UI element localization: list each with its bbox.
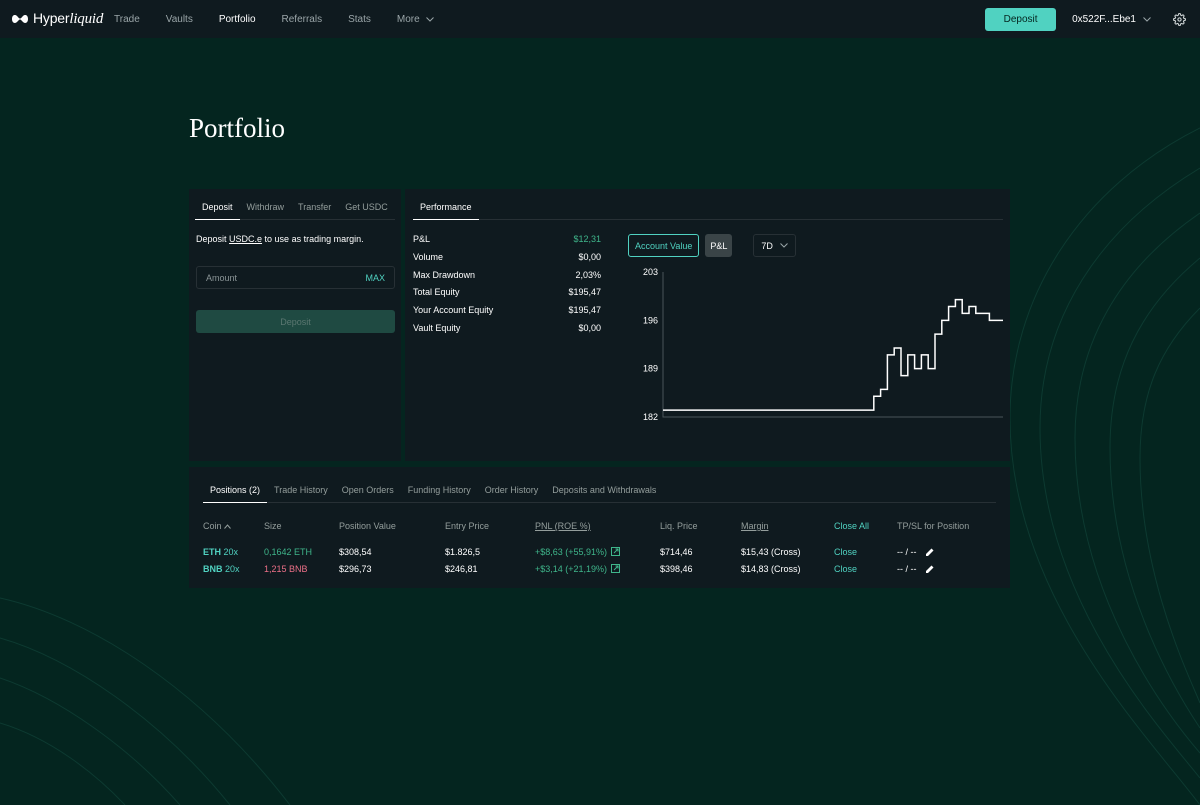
header-size: Size (264, 521, 282, 531)
row-liq-price: $398,46 (660, 563, 693, 574)
row-pnl: +$8,63 (+55,91%) (535, 547, 660, 557)
stat-row-total-equity: Total Equity $195,47 (413, 287, 601, 298)
top-nav: Hyperliquid Trade Vaults Portfolio Refer… (0, 0, 1200, 38)
row-position-value: $308,54 (339, 546, 372, 557)
settings-gear-icon[interactable] (1173, 12, 1186, 26)
close-all-button[interactable]: Close All (834, 521, 870, 531)
stat-row-pnl: P&L $12,31 (413, 234, 601, 252)
external-link-icon[interactable] (611, 564, 621, 573)
y-tick-label: 203 (643, 267, 658, 277)
header-coin[interactable]: Coin (203, 521, 264, 531)
positions-panel: Positions (2) Trade History Open Orders … (189, 467, 1010, 588)
tab-positions[interactable]: Positions (2) (203, 485, 268, 503)
edit-pencil-icon[interactable] (925, 547, 935, 557)
close-position-button[interactable]: Close (834, 563, 858, 574)
y-tick-label: 189 (643, 364, 658, 374)
nav-referrals[interactable]: Referrals (281, 13, 323, 25)
logo[interactable]: Hyperliquid (12, 10, 112, 28)
tab-open-orders[interactable]: Open Orders (341, 485, 394, 495)
wallet-address: 0x522F...Ebe1 (1072, 13, 1136, 25)
external-link-icon[interactable] (611, 547, 621, 556)
y-tick-label: 196 (643, 315, 658, 325)
usdc-link[interactable]: USDC.e (229, 234, 263, 244)
stat-row-account-equity: Your Account Equity $195,47 (413, 305, 601, 316)
deposit-submit-button[interactable]: Deposit (196, 310, 395, 333)
time-range-select[interactable]: 7D (753, 234, 797, 257)
row-liq-price: $714,46 (660, 546, 693, 557)
bottom-tabs: Positions (2) Trade History Open Orders … (203, 485, 996, 503)
deposit-panel: Deposit Withdraw Transfer Get USDC Depos… (189, 189, 401, 461)
table-header: Coin Size Position Value Entry Price PNL… (203, 519, 996, 533)
performance-tabs: Performance (413, 202, 1003, 220)
header-pnl[interactable]: PNL (ROE %) (535, 521, 591, 531)
account-value-line (663, 298, 1003, 411)
row-margin: $15,43 (Cross) (741, 546, 801, 557)
stat-row-volume: Volume $0,00 (413, 251, 601, 262)
deposit-description: Deposit USDC.e to use as trading margin. (196, 234, 364, 244)
nav-portfolio[interactable]: Portfolio (218, 13, 256, 25)
chevron-down-icon (425, 16, 434, 22)
row-position-value: $296,73 (339, 563, 372, 574)
chevron-down-icon (780, 243, 789, 248)
row-entry-price: $246,81 (445, 563, 478, 574)
row-coin[interactable]: ETH 20x (203, 546, 239, 557)
row-coin[interactable]: BNB 20x (203, 563, 240, 574)
tab-deposit[interactable]: Deposit (195, 202, 240, 220)
header-margin[interactable]: Margin (741, 521, 769, 531)
max-button[interactable]: MAX (365, 272, 385, 283)
page-title: Portfolio (189, 113, 286, 143)
time-range-value: 7D (761, 240, 773, 251)
y-tick-label: 182 (643, 412, 658, 422)
edit-pencil-icon[interactable] (925, 564, 935, 574)
row-margin: $14,83 (Cross) (741, 563, 801, 574)
hyperliquid-logo-icon (12, 15, 28, 23)
transfer-tabs: Deposit Withdraw Transfer Get USDC (195, 202, 395, 220)
tab-funding-history[interactable]: Funding History (407, 485, 471, 495)
row-size: 0,1642 ETH (264, 546, 313, 557)
row-pnl: +$3,14 (+21,19%) (535, 564, 660, 574)
nav-more-label: More (396, 13, 420, 25)
header-entry-price: Entry Price (445, 521, 490, 531)
nav-stats[interactable]: Stats (348, 13, 371, 25)
stat-row-max-drawdown: Max Drawdown 2,03% (413, 269, 601, 280)
table-row: ETH 20x 0,1642 ETH $308,54 $1.826,5 +$8,… (203, 543, 996, 560)
amount-input[interactable]: Amount MAX (196, 266, 395, 289)
header-tpsl: TP/SL for Position (897, 521, 970, 531)
pnl-toggle[interactable]: P&L (705, 234, 733, 257)
row-tpsl: -- / -- (897, 547, 987, 557)
chart-axes (662, 272, 1003, 418)
row-entry-price: $1.826,5 (445, 546, 481, 557)
tab-withdraw[interactable]: Withdraw (246, 202, 285, 212)
tab-transfer[interactable]: Transfer (298, 202, 332, 212)
performance-panel: Performance P&L $12,31 Volume $0,00 Max Dr… (405, 189, 1010, 461)
tab-order-history[interactable]: Order History (484, 485, 539, 495)
deposit-button[interactable]: Deposit (985, 7, 1057, 31)
tab-deposits-withdrawals[interactable]: Deposits and Withdrawals (552, 485, 657, 495)
chevron-down-icon (1143, 16, 1151, 22)
row-tpsl: -- / -- (897, 564, 987, 574)
account-value-toggle[interactable]: Account Value (628, 234, 700, 257)
account-value-chart: 203 196 189 182 (643, 267, 1003, 422)
header-liq-price: Liq. Price (660, 521, 698, 531)
tab-performance[interactable]: Performance (413, 202, 479, 220)
stat-row-vault-equity: Vault Equity $0,00 (413, 322, 601, 333)
stat-pnl-value: $12,31 (573, 234, 601, 244)
wallet-address-menu[interactable]: 0x522F...Ebe1 (1072, 14, 1151, 25)
nav-trade[interactable]: Trade (114, 13, 140, 25)
close-position-button[interactable]: Close (834, 546, 858, 557)
nav-more[interactable]: More (397, 14, 434, 25)
sort-ascending-icon (224, 524, 231, 529)
tab-trade-history[interactable]: Trade History (274, 485, 328, 495)
performance-stats: P&L $12,31 Volume $0,00 Max Drawdown 2,03% … (413, 234, 601, 341)
logo-text: Hyperliquid (33, 10, 104, 27)
amount-placeholder: Amount (206, 272, 238, 283)
tab-get-usdc[interactable]: Get USDC (345, 202, 388, 212)
table-row: BNB 20x 1,215 BNB $296,73 $246,81 +$3,14… (203, 560, 996, 577)
header-position-value: Position Value (339, 521, 396, 531)
nav-vaults[interactable]: Vaults (165, 13, 193, 25)
positions-table: Coin Size Position Value Entry Price PNL… (203, 519, 996, 577)
row-size: 1,215 BNB (264, 563, 308, 574)
